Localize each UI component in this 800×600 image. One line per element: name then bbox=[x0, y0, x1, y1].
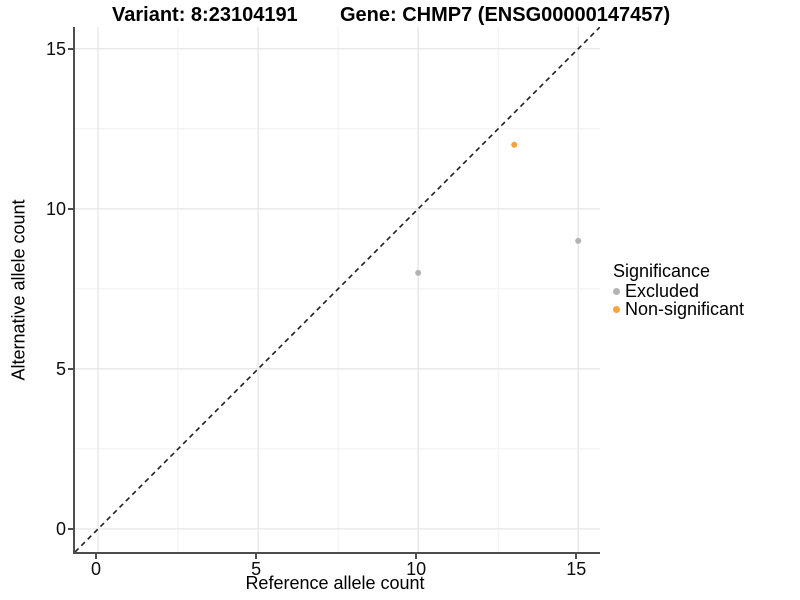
x-axis-tick-mark bbox=[575, 554, 578, 559]
plot-canvas bbox=[75, 27, 600, 552]
plot-panel bbox=[73, 27, 600, 554]
x-axis-tick-mark bbox=[255, 554, 258, 559]
y-axis-tick-mark bbox=[68, 527, 73, 530]
y-axis-title: Alternative allele count bbox=[8, 199, 29, 381]
legend: Significance Excluded Non-significant bbox=[613, 261, 744, 318]
plot-title-gene: Gene: CHMP7 (ENSG00000147457) bbox=[340, 4, 671, 26]
x-axis-tick-label: 10 bbox=[406, 559, 427, 579]
data-point-excluded bbox=[415, 269, 422, 276]
x-axis-tick-label: 5 bbox=[251, 559, 262, 579]
x-axis-tick-mark bbox=[95, 554, 98, 559]
x-axis-title: Reference allele count bbox=[245, 573, 425, 593]
legend-items: Excluded Non-significant bbox=[613, 282, 744, 318]
legend-item-label: Non-significant bbox=[625, 299, 745, 319]
y-axis-tick-label: 5 bbox=[55, 358, 66, 379]
legend-item-excluded: Excluded bbox=[613, 282, 744, 300]
y-axis-tick-label: 10 bbox=[45, 198, 66, 219]
data-point-non-significant bbox=[511, 141, 518, 148]
y-axis-tick-mark bbox=[68, 367, 73, 370]
legend-item-label: Excluded bbox=[625, 281, 700, 301]
data-point-excluded bbox=[575, 237, 582, 244]
y-axis-tick-mark bbox=[68, 47, 73, 50]
identity-reference-line bbox=[75, 27, 600, 552]
legend-item-non-significant: Non-significant bbox=[613, 300, 744, 318]
x-axis-tick-label: 15 bbox=[566, 559, 587, 579]
legend-key-dot bbox=[613, 305, 620, 313]
plot-title-variant: Variant: 8:23104191 bbox=[112, 4, 298, 26]
y-axis-tick-label: 15 bbox=[45, 38, 66, 59]
x-axis-tick-label: 0 bbox=[91, 559, 102, 579]
y-axis-tick-mark bbox=[68, 207, 73, 210]
x-axis-tick-mark bbox=[415, 554, 418, 559]
legend-title: Significance bbox=[613, 261, 711, 281]
legend-key-dot bbox=[613, 287, 620, 295]
y-axis-tick-label: 0 bbox=[55, 518, 66, 539]
